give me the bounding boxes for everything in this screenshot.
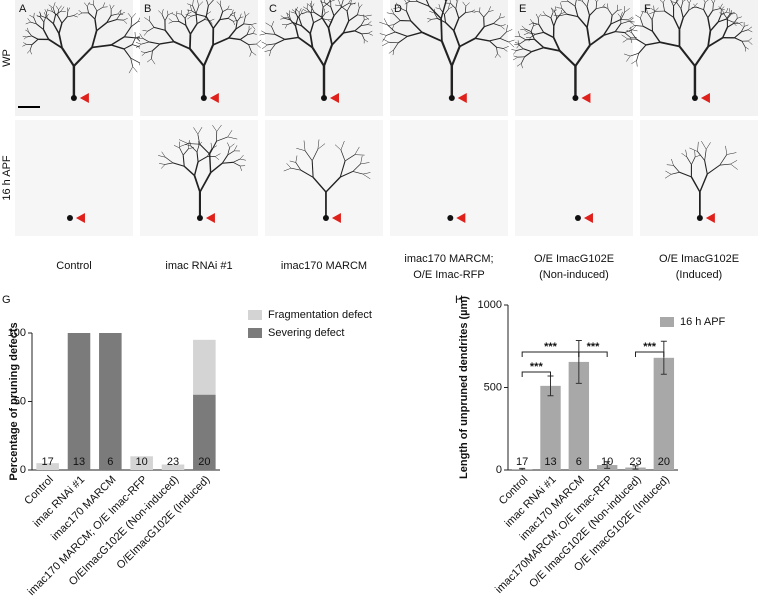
n-label: 6 — [107, 456, 113, 468]
dendrite — [382, 42, 389, 46]
bar-segment — [193, 340, 216, 395]
dendrite — [133, 67, 138, 73]
soma — [323, 215, 329, 221]
legend-swatch — [248, 328, 262, 338]
panel-letter: A — [19, 3, 27, 15]
y-tick-label: 1000 — [478, 299, 502, 311]
soma — [197, 215, 203, 221]
caption: imac170 MARCM; — [404, 253, 493, 265]
micrograph — [515, 120, 633, 236]
y-tick-label: 50 — [14, 395, 26, 407]
panel-letter: E — [519, 3, 526, 15]
dendrite — [132, 45, 138, 47]
micrograph — [260, 0, 383, 116]
micrograph — [15, 0, 155, 116]
n-label: 6 — [576, 456, 582, 468]
caption: (Non-induced) — [539, 269, 609, 281]
soma — [447, 215, 453, 221]
micrograph — [622, 0, 758, 116]
y-tick-label: 0 — [20, 464, 26, 476]
y-axis-label: Length of unpruned dendrites (µm) — [458, 296, 470, 479]
significance-label: *** — [544, 341, 558, 353]
caption: imac RNAi #1 — [165, 260, 232, 272]
n-label: 23 — [167, 456, 179, 468]
image-bg — [515, 120, 633, 236]
legend-label: 16 h APF — [680, 316, 726, 328]
soma — [449, 95, 455, 101]
dendrite — [637, 60, 638, 66]
soma — [321, 95, 327, 101]
significance-label: *** — [587, 341, 601, 353]
legend-label: Fragmentation defect — [268, 309, 372, 321]
soma — [697, 215, 703, 221]
micrograph — [379, 0, 514, 116]
n-label: 20 — [658, 456, 670, 468]
dendrite — [509, 42, 515, 47]
y-tick-label: 100 — [8, 327, 26, 339]
soma — [201, 95, 207, 101]
dendrite — [635, 15, 640, 18]
soma — [71, 95, 77, 101]
legend-swatch — [248, 310, 262, 320]
n-label: 10 — [601, 456, 613, 468]
caption: O/E ImacG102E — [659, 253, 739, 265]
n-label: 13 — [73, 456, 85, 468]
soma — [572, 95, 578, 101]
dendrite — [185, 18, 186, 25]
caption: (Induced) — [676, 269, 722, 281]
n-label: 10 — [136, 456, 148, 468]
panel-letter: F — [644, 3, 651, 15]
caption: imac170 MARCM — [281, 260, 367, 272]
micrograph — [390, 120, 508, 236]
micrograph — [15, 120, 133, 236]
n-label: 17 — [42, 456, 54, 468]
row-label: 16 h APF — [1, 155, 13, 201]
n-label: 23 — [629, 456, 641, 468]
n-label: 20 — [198, 456, 210, 468]
dendrite — [210, 154, 211, 173]
dendrite — [526, 39, 535, 40]
bar-segment — [68, 333, 91, 470]
significance-label: *** — [643, 341, 657, 353]
micrograph — [136, 0, 261, 116]
micrograph — [140, 120, 258, 236]
soma — [575, 215, 581, 221]
bar-segment — [99, 333, 122, 470]
y-tick-label: 0 — [496, 464, 502, 476]
micrograph — [640, 120, 758, 236]
caption: O/E Imac-RFP — [413, 269, 485, 281]
panel-letter: D — [394, 3, 402, 15]
legend-swatch — [660, 317, 674, 327]
panel-letter: G — [2, 294, 11, 306]
micrograph — [265, 120, 383, 236]
legend-label: Severing defect — [268, 327, 344, 339]
row-label: WP — [1, 49, 13, 67]
y-tick-label: 500 — [484, 381, 502, 393]
n-label: 13 — [544, 456, 556, 468]
significance-label: *** — [530, 361, 544, 373]
panel-letter: B — [144, 3, 151, 15]
image-bg — [15, 120, 133, 236]
panel-letter: C — [269, 3, 277, 15]
dendrite — [509, 40, 515, 42]
dendrite — [637, 53, 639, 60]
dendrite — [441, 19, 442, 42]
micrograph — [511, 0, 637, 116]
caption: O/E ImacG102E — [534, 253, 614, 265]
soma — [67, 215, 73, 221]
caption: Control — [56, 260, 91, 272]
n-label: 17 — [516, 456, 528, 468]
soma — [692, 95, 698, 101]
